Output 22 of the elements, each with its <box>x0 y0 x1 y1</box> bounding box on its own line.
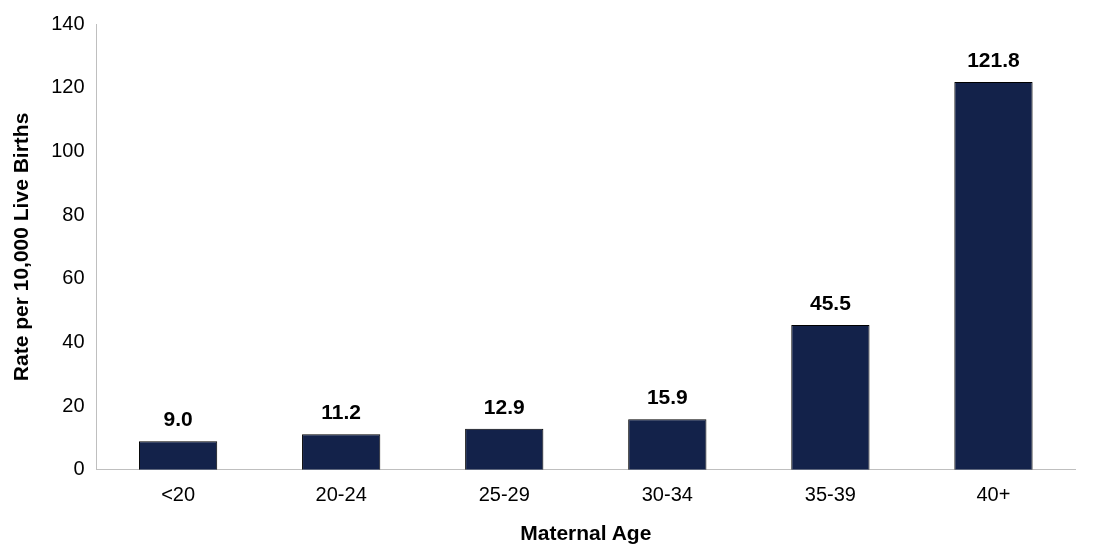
x-axis-title: Maternal Age <box>520 521 652 545</box>
data-label: 121.8 <box>967 48 1021 72</box>
y-tick-label: 40 <box>62 329 85 352</box>
x-tick-label: 30-34 <box>641 483 693 506</box>
data-label: 12.9 <box>483 395 525 419</box>
x-tick-label: 20-24 <box>315 483 367 506</box>
x-tick-label: 25-29 <box>478 483 530 506</box>
data-label: 9.0 <box>163 407 193 431</box>
x-tick-label: 35-39 <box>804 483 856 506</box>
y-tick-label: 80 <box>62 202 85 225</box>
data-label: 15.9 <box>646 385 688 409</box>
y-tick-label: 100 <box>51 138 85 161</box>
y-tick-label: 60 <box>62 266 85 289</box>
x-tick-label: <20 <box>161 483 196 506</box>
y-tick-label: 20 <box>62 393 85 416</box>
y-tick-label: 120 <box>51 75 85 98</box>
x-tick-label: 40+ <box>976 483 1011 506</box>
y-tick-label: 140 <box>51 11 85 34</box>
y-tick-label: 0 <box>73 457 85 480</box>
y-axis-title: Rate per 10,000 Live Births <box>9 112 33 382</box>
data-label: 11.2 <box>321 400 362 424</box>
data-label: 45.5 <box>809 291 852 315</box>
